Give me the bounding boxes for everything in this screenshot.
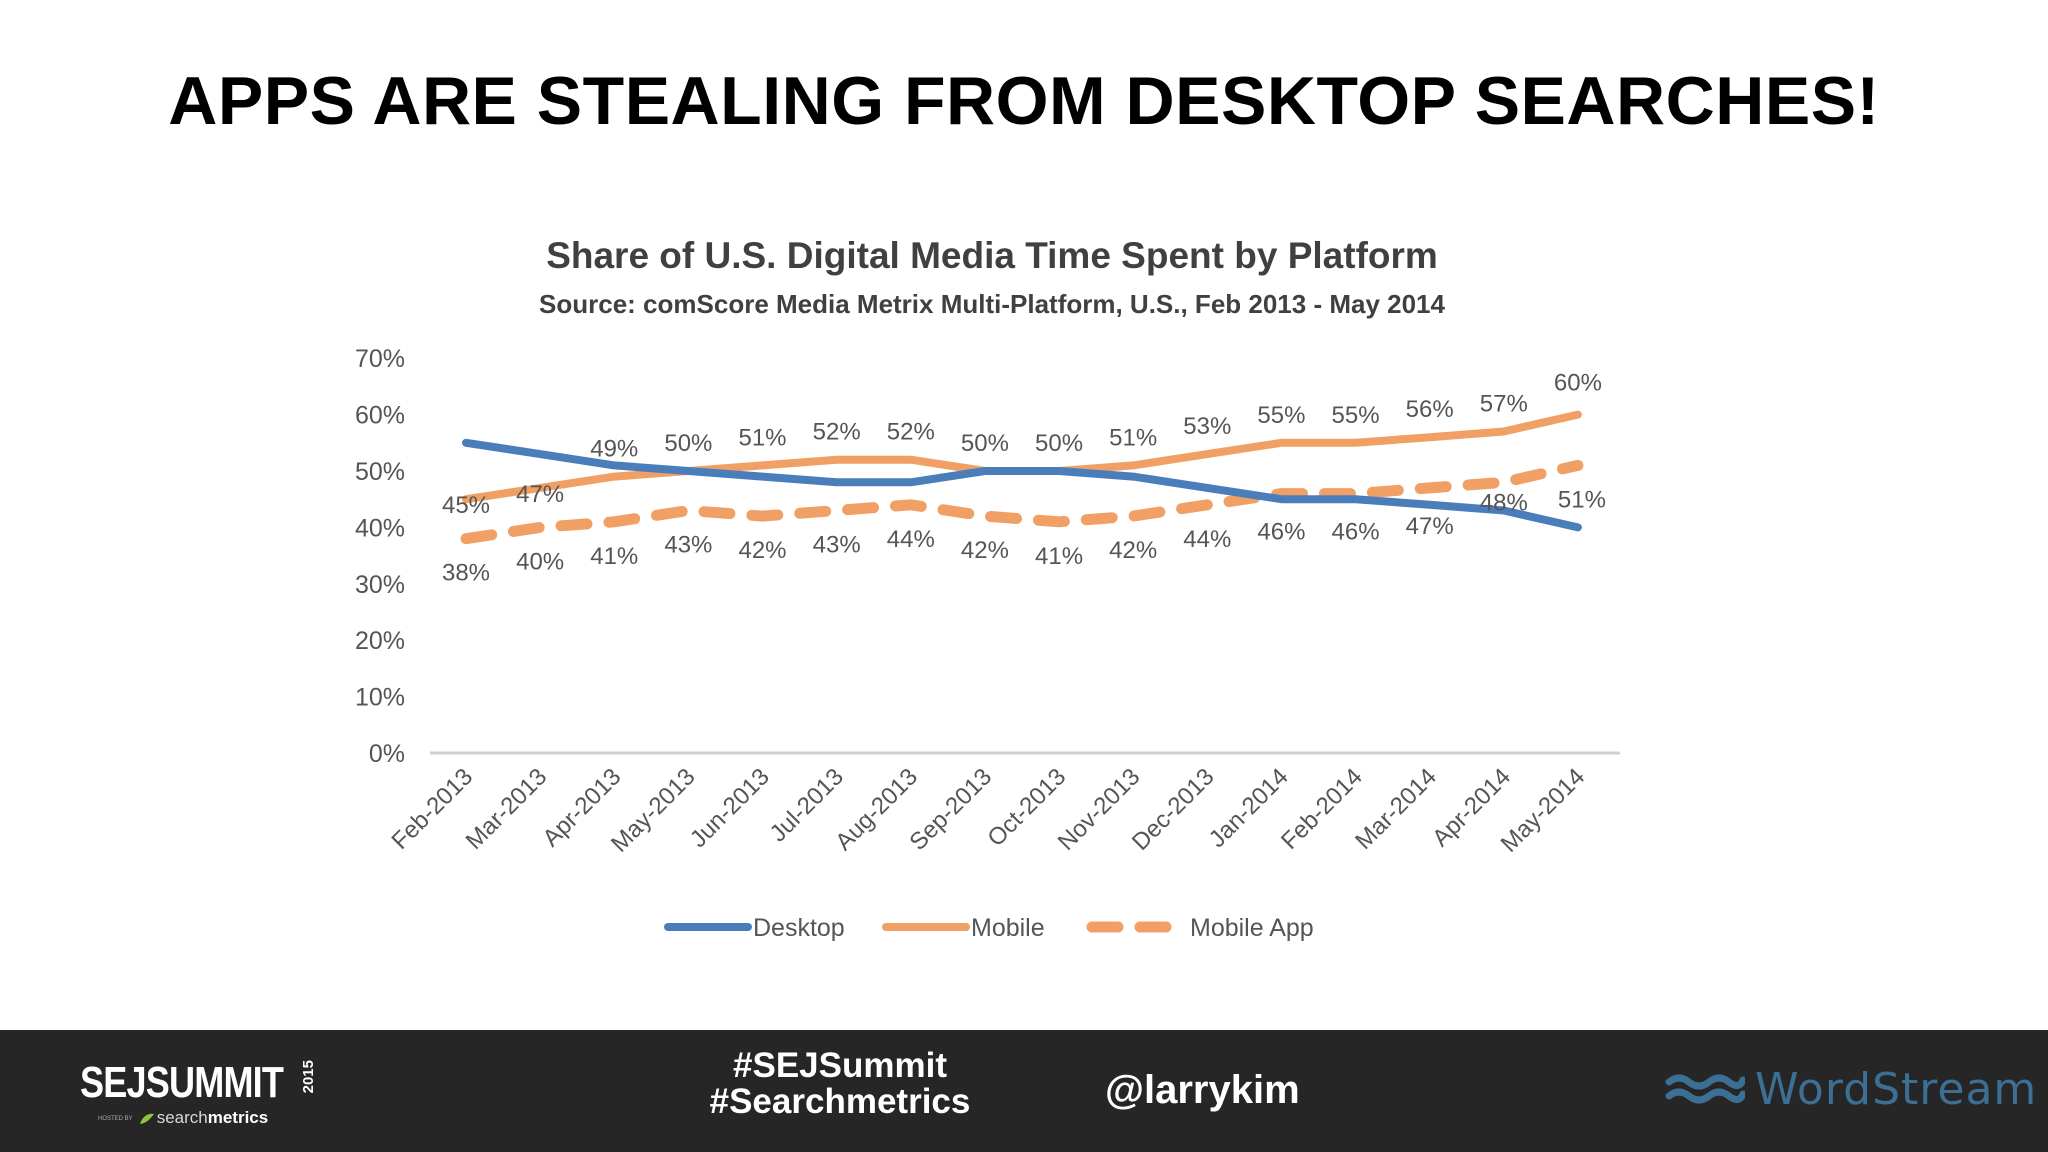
data-label-mobile-app: 41%: [590, 543, 638, 570]
data-label-mobile: 51%: [738, 424, 786, 451]
data-label-mobile-app: 42%: [961, 537, 1009, 564]
searchmetrics-light: search: [156, 1108, 208, 1127]
data-label-mobile-app: 44%: [1183, 526, 1231, 553]
searchmetrics-bold: metrics: [207, 1108, 269, 1127]
legend-label: Mobile App: [1190, 914, 1314, 942]
y-tick-label: 60%: [355, 402, 405, 430]
data-label-mobile-app: 47%: [1406, 513, 1454, 540]
wordstream-logo: WordStream: [1665, 1064, 2036, 1120]
data-label-mobile-app: 46%: [1332, 519, 1380, 546]
data-label-mobile: 45%: [442, 492, 490, 519]
data-label-mobile: 51%: [1109, 424, 1157, 451]
y-tick-label: 70%: [355, 345, 405, 373]
data-label-mobile: 57%: [1480, 391, 1528, 418]
slide-title: APPS ARE STEALING FROM DESKTOP SEARCHES!: [168, 63, 1880, 139]
hashtag-searchmetrics: #Searchmetrics: [709, 1082, 971, 1121]
sej-summit-year: 2015: [300, 1060, 317, 1094]
data-label-mobile: 49%: [590, 436, 638, 463]
data-label-mobile-app: 42%: [1109, 537, 1157, 564]
data-label-mobile-app: 48%: [1480, 489, 1528, 516]
data-label-mobile: 50%: [961, 430, 1009, 457]
legend-label: Desktop: [753, 914, 845, 942]
twitter-handle: @larrykim: [1105, 1068, 1300, 1112]
data-label-mobile: 50%: [1035, 430, 1083, 457]
x-tick-label: Jun-2013: [685, 763, 775, 853]
data-label-mobile: 52%: [887, 419, 935, 446]
data-label-mobile: 50%: [664, 430, 712, 457]
data-label-mobile: 55%: [1332, 402, 1380, 429]
hosted-by-label: HOSTED BY: [98, 1115, 133, 1122]
searchmetrics-leaf-icon: [139, 1113, 154, 1124]
y-axis: 0% 10% 20% 30% 40% 50% 60% 70%: [355, 345, 405, 768]
footer: SEJSUMMIT 2015 HOSTED BY searchmetrics #S…: [0, 1030, 2048, 1152]
x-tick-label: Mar-2014: [1350, 763, 1442, 855]
legend: Desktop Mobile Mobile App: [664, 914, 1314, 942]
data-label-mobile-app: 42%: [738, 537, 786, 564]
chart-subtitle: Source: comScore Media Metrix Multi-Plat…: [539, 289, 1445, 319]
data-labels: 45% 47% 49% 50% 51% 52% 52% 50% 50% 51% 53% 55% 55% 5…: [442, 370, 1606, 587]
data-label-mobile: 53%: [1183, 413, 1231, 440]
searchmetrics-sponsor: HOSTED BY searchmetrics: [98, 1108, 268, 1128]
x-tick-label: Mar-2013: [461, 763, 553, 855]
series-line-mobile-app: [460, 459, 1584, 545]
data-label-mobile: 55%: [1257, 402, 1305, 429]
legend-label: Mobile: [971, 914, 1045, 942]
data-label-mobile: 52%: [813, 419, 861, 446]
x-tick-label: Feb-2014: [1276, 763, 1368, 855]
y-tick-label: 20%: [355, 627, 405, 655]
x-tick-label: Dec-2013: [1127, 763, 1220, 856]
y-tick-label: 0%: [369, 740, 405, 768]
sej-summit-wordmark: SEJSUMMIT: [80, 1058, 284, 1107]
y-tick-label: 40%: [355, 514, 405, 542]
data-label-mobile-app: 43%: [664, 531, 712, 558]
data-label-mobile: 47%: [516, 481, 564, 508]
data-label-mobile: 60%: [1554, 370, 1602, 397]
x-tick-label: Feb-2013: [386, 763, 478, 855]
sej-summit-logo: SEJSUMMIT 2015 HOSTED BY searchmetrics: [80, 1058, 320, 1128]
data-label-mobile: 56%: [1406, 396, 1454, 423]
hashtags: #SEJSummit #Searchmetrics: [690, 1048, 990, 1120]
y-tick-label: 30%: [355, 571, 405, 599]
x-tick-label: Sep-2013: [904, 763, 997, 856]
wordstream-wordmark: WordStream: [1755, 1064, 2038, 1115]
data-label-mobile-app: 38%: [442, 560, 490, 587]
data-label-mobile-app: 43%: [813, 531, 861, 558]
data-label-mobile-app: 41%: [1035, 543, 1083, 570]
hashtag-sejsummit: #SEJSummit: [733, 1046, 947, 1085]
x-axis: Feb-2013Mar-2013Apr-2013May-2013Jun-2013…: [386, 763, 1590, 858]
wordstream-waves-icon: [1665, 1074, 1745, 1104]
line-chart: Share of U.S. Digital Media Time Spent b…: [355, 235, 1620, 942]
y-tick-label: 10%: [355, 684, 405, 712]
series-line-desktop: [462, 438, 1582, 532]
data-label-mobile-app: 44%: [887, 526, 935, 553]
chart-title: Share of U.S. Digital Media Time Spent b…: [546, 235, 1438, 276]
series-lines: [460, 410, 1584, 545]
data-label-mobile-app: 40%: [516, 548, 564, 575]
data-label-mobile-app: 51%: [1558, 486, 1606, 513]
y-tick-label: 50%: [355, 458, 405, 486]
data-label-mobile-app: 46%: [1257, 519, 1305, 546]
